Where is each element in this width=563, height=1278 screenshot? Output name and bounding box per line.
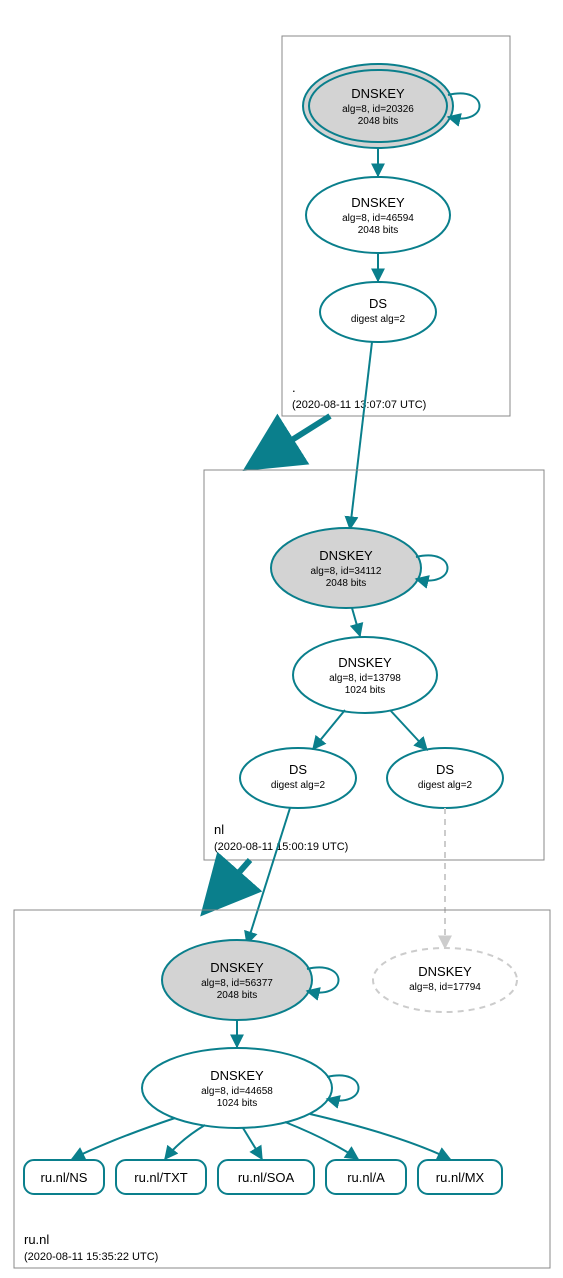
svg-text:digest alg=2: digest alg=2 bbox=[351, 314, 406, 325]
svg-text:DNSKEY: DNSKEY bbox=[351, 86, 405, 101]
svg-text:1024 bits: 1024 bits bbox=[345, 685, 386, 696]
zone-root: . (2020-08-11 13:07:07 UTC) DNSKEY alg=8… bbox=[282, 36, 510, 416]
svg-text:alg=8, id=44658: alg=8, id=44658 bbox=[201, 1086, 273, 1097]
edge-zsk-mx bbox=[310, 1114, 450, 1159]
svg-text:DNSKEY: DNSKEY bbox=[338, 655, 392, 670]
svg-text:alg=8, id=34112: alg=8, id=34112 bbox=[311, 566, 382, 577]
svg-text:1024 bits: 1024 bits bbox=[217, 1098, 258, 1109]
svg-text:2048 bits: 2048 bits bbox=[326, 578, 367, 589]
zone-root-timestamp: (2020-08-11 13:07:07 UTC) bbox=[292, 399, 426, 411]
edge-zsk-txt bbox=[165, 1125, 205, 1159]
svg-text:2048 bits: 2048 bits bbox=[217, 990, 258, 1001]
edge-nlds1-runlksk bbox=[247, 808, 290, 944]
node-nl-zsk: DNSKEY alg=8, id=13798 1024 bits bbox=[293, 637, 437, 713]
svg-text:DNSKEY: DNSKEY bbox=[210, 1068, 264, 1083]
svg-text:DNSKEY: DNSKEY bbox=[210, 960, 264, 975]
svg-text:alg=8, id=20326: alg=8, id=20326 bbox=[342, 104, 414, 115]
edge-zsk-soa bbox=[243, 1128, 262, 1159]
svg-text:ru.nl/TXT: ru.nl/TXT bbox=[134, 1170, 188, 1185]
svg-text:ru.nl/SOA: ru.nl/SOA bbox=[238, 1170, 295, 1185]
svg-text:2048 bits: 2048 bits bbox=[358, 225, 399, 236]
leaf-ns: ru.nl/NS bbox=[24, 1160, 104, 1194]
edge-delegation-nl-runl bbox=[220, 860, 250, 894]
edge-nlzsk-ds2 bbox=[390, 710, 427, 750]
svg-text:alg=8, id=13798: alg=8, id=13798 bbox=[329, 673, 401, 684]
svg-text:DS: DS bbox=[436, 762, 454, 777]
node-runl-faded: DNSKEY alg=8, id=17794 bbox=[373, 948, 517, 1012]
leaf-a: ru.nl/A bbox=[326, 1160, 406, 1194]
svg-text:ru.nl/MX: ru.nl/MX bbox=[436, 1170, 485, 1185]
edge-zsk-a bbox=[285, 1122, 358, 1159]
zone-runl: ru.nl (2020-08-11 15:35:22 UTC) DNSKEY a… bbox=[14, 910, 550, 1268]
svg-text:alg=8, id=56377: alg=8, id=56377 bbox=[201, 978, 273, 989]
edge-nlksk-nlzsk bbox=[352, 608, 360, 636]
node-runl-zsk: DNSKEY alg=8, id=44658 1024 bits bbox=[142, 1048, 332, 1128]
svg-text:DS: DS bbox=[369, 296, 387, 311]
svg-text:DNSKEY: DNSKEY bbox=[351, 195, 405, 210]
zone-nl-timestamp: (2020-08-11 15:00:19 UTC) bbox=[214, 841, 348, 853]
dnssec-diagram: . (2020-08-11 13:07:07 UTC) DNSKEY alg=8… bbox=[0, 0, 563, 1278]
edge-zsk-ns bbox=[72, 1118, 175, 1159]
zone-runl-label: ru.nl bbox=[24, 1232, 49, 1247]
svg-text:ru.nl/NS: ru.nl/NS bbox=[41, 1170, 88, 1185]
svg-text:DNSKEY: DNSKEY bbox=[418, 964, 472, 979]
leaf-mx: ru.nl/MX bbox=[418, 1160, 502, 1194]
node-nl-ksk: DNSKEY alg=8, id=34112 2048 bits bbox=[271, 528, 421, 608]
edge-delegation-root-nl bbox=[268, 416, 330, 455]
svg-text:ru.nl/A: ru.nl/A bbox=[347, 1170, 385, 1185]
svg-text:DS: DS bbox=[289, 762, 307, 777]
node-nl-ds1: DS digest alg=2 bbox=[240, 748, 356, 808]
svg-text:digest alg=2: digest alg=2 bbox=[418, 780, 473, 791]
svg-text:alg=8, id=46594: alg=8, id=46594 bbox=[342, 213, 414, 224]
edge-nlzsk-ds1 bbox=[313, 710, 345, 749]
leaf-soa: ru.nl/SOA bbox=[218, 1160, 314, 1194]
zone-nl: nl (2020-08-11 15:00:19 UTC) DNSKEY alg=… bbox=[204, 470, 544, 860]
node-root-ksk: DNSKEY alg=8, id=20326 2048 bits bbox=[303, 64, 453, 148]
svg-text:digest alg=2: digest alg=2 bbox=[271, 780, 326, 791]
node-root-zsk: DNSKEY alg=8, id=46594 2048 bits bbox=[306, 177, 450, 253]
zone-nl-label: nl bbox=[214, 822, 224, 837]
node-runl-ksk: DNSKEY alg=8, id=56377 2048 bits bbox=[162, 940, 312, 1020]
zone-runl-timestamp: (2020-08-11 15:35:22 UTC) bbox=[24, 1251, 158, 1263]
node-root-ds: DS digest alg=2 bbox=[320, 282, 436, 342]
svg-text:DNSKEY: DNSKEY bbox=[319, 548, 373, 563]
svg-text:2048 bits: 2048 bits bbox=[358, 116, 399, 127]
zone-root-label: . bbox=[292, 380, 296, 395]
leaf-txt: ru.nl/TXT bbox=[116, 1160, 206, 1194]
node-nl-ds2: DS digest alg=2 bbox=[387, 748, 503, 808]
svg-text:alg=8, id=17794: alg=8, id=17794 bbox=[409, 982, 481, 993]
edge-rootds-nlksk bbox=[350, 342, 372, 529]
